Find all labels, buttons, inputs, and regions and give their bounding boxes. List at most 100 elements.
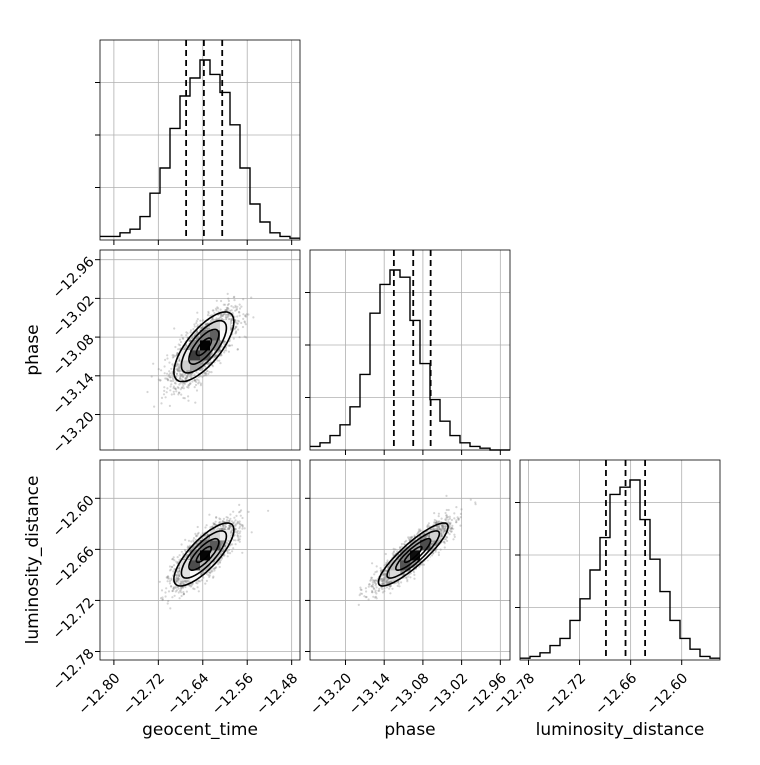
sample-point [177,386,179,388]
sample-point [193,537,195,539]
sample-point [173,393,175,395]
sample-point [229,513,231,515]
sample-point [175,388,177,390]
sample-point [237,530,239,532]
sample-point [197,324,199,326]
sample-point [170,585,172,587]
sample-point [218,522,220,524]
sample-point [178,591,180,593]
sample-point [166,387,168,389]
sample-point [187,400,189,402]
sample-point [175,590,177,592]
sample-point [227,314,229,316]
sample-point [239,307,241,309]
sample-point [185,331,187,333]
sample-point [187,395,189,397]
sample-point [234,327,236,329]
sample-point [166,373,168,375]
sample-point [234,332,236,334]
sample-point [193,323,195,325]
sample-point [208,514,210,516]
sample-point [239,535,241,537]
sample-point [214,523,216,525]
sample-point [173,391,175,393]
sample-point [175,390,177,392]
sample-point [240,322,242,324]
sample-point [239,511,241,513]
sample-point [267,510,269,512]
sample-point [182,337,184,339]
sample-point [201,327,203,329]
density-cell [200,340,210,350]
sample-point [169,380,171,382]
sample-point [177,556,179,558]
sample-point [217,563,219,565]
sample-point [186,591,188,593]
sample-point [190,329,192,331]
sample-point [203,375,205,377]
sample-point [444,546,446,548]
sample-point [205,324,207,326]
sample-point [181,595,183,597]
sample-point [215,567,217,569]
sample-point [224,349,226,351]
sample-point [237,320,239,322]
sample-point [188,384,190,386]
sample-point [197,586,199,588]
sample-point [176,352,178,354]
sample-point [196,312,198,314]
sample-point [169,607,171,609]
sample-point [210,371,212,373]
sample-point [181,551,183,553]
sample-point [237,532,239,534]
sample-point [222,520,224,522]
sample-point [165,587,167,589]
sample-point [182,376,184,378]
sample-point [360,589,362,591]
sample-point [433,512,435,514]
sample-point [171,558,173,560]
sample-point [205,374,207,376]
sample-point [170,578,172,580]
sample-point [222,525,224,527]
sample-point [233,521,235,523]
sample-point [207,311,209,313]
sample-point [196,320,198,322]
sample-point [167,575,169,577]
sample-point [238,311,240,313]
sample-point [163,386,165,388]
sample-point [161,397,163,399]
sample-point [213,569,215,571]
sample-point [242,326,244,328]
sample-point [234,539,236,541]
sample-point [237,348,239,350]
sample-point [197,526,199,528]
sample-point [164,359,166,361]
sample-point [168,578,170,580]
sample-point [237,537,239,539]
sample-point [248,511,250,513]
sample-point [237,329,239,331]
sample-point [230,305,232,307]
sample-point [227,527,229,529]
sample-point [169,565,171,567]
sample-point [169,582,171,584]
sample-point [235,326,237,328]
sample-point [165,595,167,597]
sample-point [196,389,198,391]
sample-point [196,331,198,333]
sample-point [180,341,182,343]
sample-point [170,383,172,385]
sample-point [232,306,234,308]
sample-point [368,586,370,588]
sample-point [224,528,226,530]
sample-point [192,328,194,330]
sample-point [209,574,211,576]
sample-point [179,339,181,341]
sample-point [235,515,237,517]
sample-point [242,313,244,315]
sample-point [195,535,197,537]
sample-point [224,340,226,342]
sample-point [192,539,194,541]
sample-point [184,549,186,551]
